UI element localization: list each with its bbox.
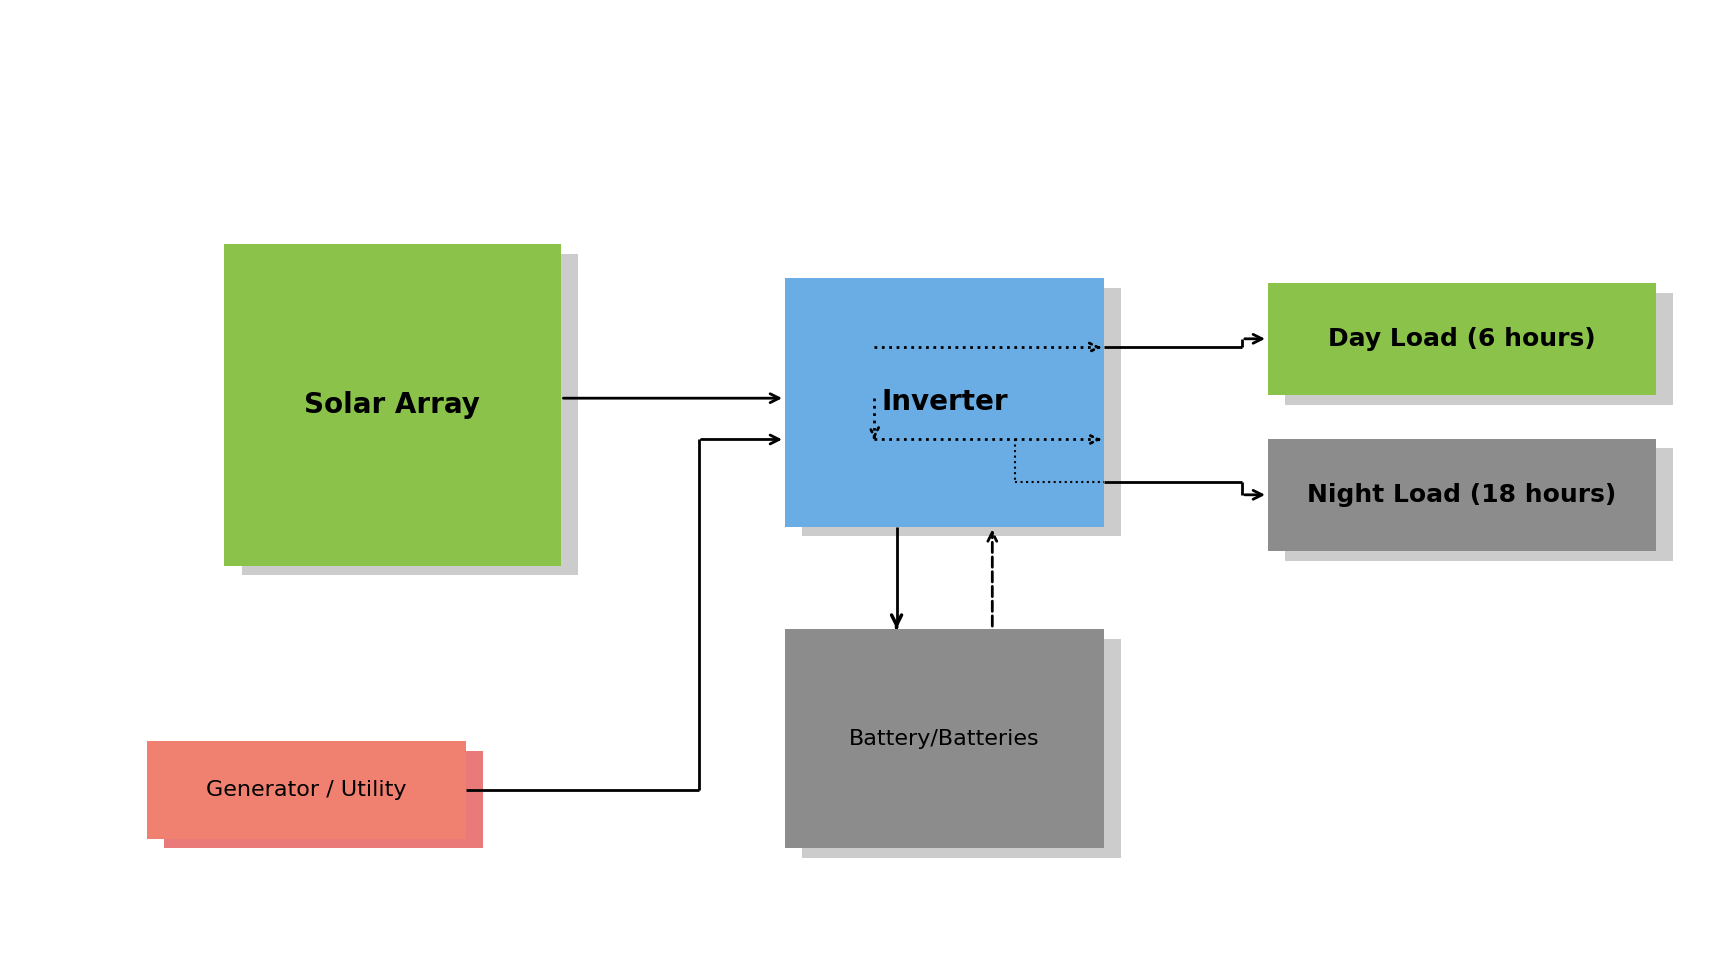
Bar — [164, 751, 483, 848]
Bar — [785, 629, 1104, 848]
Bar — [802, 288, 1121, 536]
Text: Night Load (18 hours): Night Load (18 hours) — [1308, 483, 1616, 507]
Text: Generator / Utility: Generator / Utility — [205, 780, 407, 799]
Text: Solar Array: Solar Array — [305, 391, 480, 418]
Bar — [242, 254, 578, 575]
Bar — [1268, 283, 1656, 395]
Bar — [147, 741, 466, 838]
Bar — [1285, 448, 1673, 561]
Bar — [785, 278, 1104, 526]
Bar — [1285, 292, 1673, 405]
Bar — [224, 244, 561, 566]
Text: Battery/Batteries: Battery/Batteries — [849, 728, 1040, 749]
Bar — [802, 639, 1121, 858]
Bar — [1268, 439, 1656, 551]
Text: Inverter: Inverter — [881, 388, 1007, 416]
Text: Day Load (6 hours): Day Load (6 hours) — [1328, 327, 1596, 351]
